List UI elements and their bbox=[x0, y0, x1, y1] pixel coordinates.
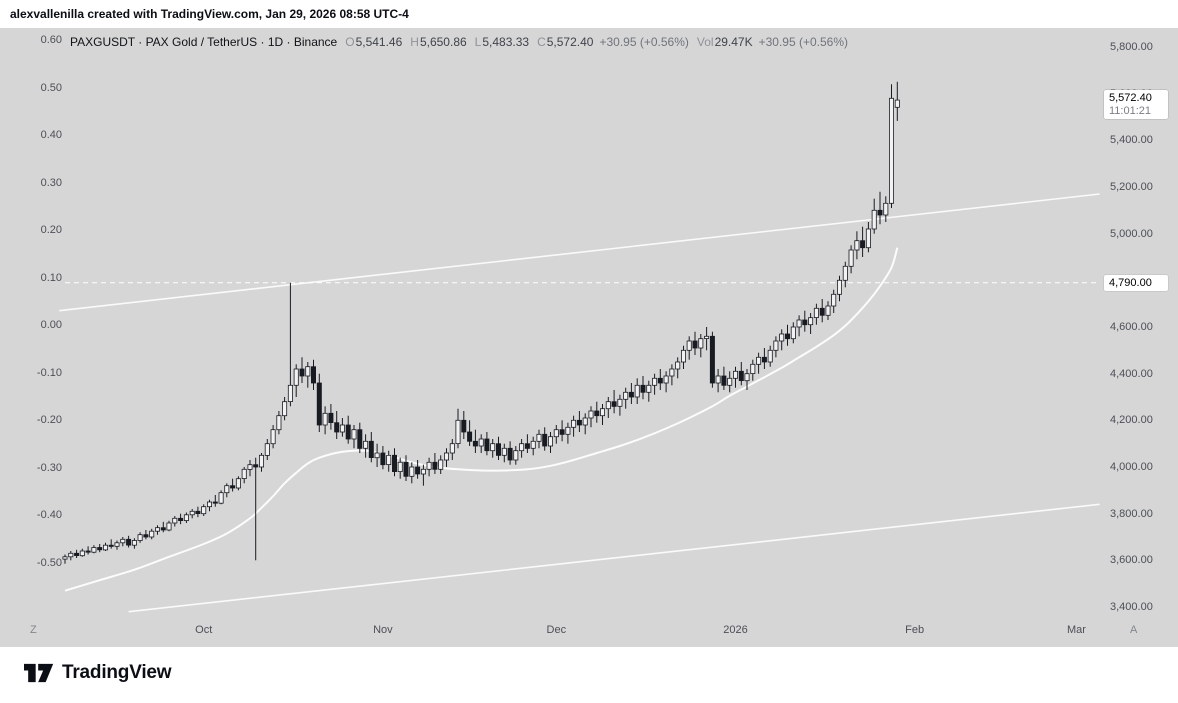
ohlc-value: 5,650.86 bbox=[419, 35, 467, 49]
volume-label: Vol bbox=[696, 35, 714, 49]
left-scale-tick: 0.60 bbox=[40, 34, 62, 46]
left-scale-tick: 0.10 bbox=[40, 271, 62, 284]
ohlc-letter: C bbox=[537, 35, 546, 49]
volume-change: +30.95 (+0.56%) bbox=[758, 35, 849, 49]
right-scale-tick: 4,000.00 bbox=[1110, 461, 1153, 473]
right-scale-tick: 3,800.00 bbox=[1110, 507, 1153, 520]
right-scale-tick: 3,600.00 bbox=[1110, 554, 1153, 567]
last-price-value: 5,572.40 bbox=[1109, 92, 1152, 105]
ohlc-value: 5,483.33 bbox=[482, 35, 530, 49]
attribution-banner: alexvallenilla created with TradingView.… bbox=[0, 0, 1178, 28]
right-scale-tick: 4,600.00 bbox=[1110, 321, 1153, 333]
time-scale-tick: Feb bbox=[905, 624, 925, 636]
time-scale-tick: Mar bbox=[1067, 624, 1086, 636]
ohlc-letter: H bbox=[410, 35, 419, 49]
attribution-text: alexvallenilla created with TradingView.… bbox=[10, 7, 409, 21]
timezone-button[interactable]: Z bbox=[30, 624, 37, 636]
tradingview-wordmark: TradingView bbox=[62, 662, 172, 683]
ohlc-letter: O bbox=[345, 35, 355, 49]
right-scale-tick: 5,200.00 bbox=[1110, 181, 1153, 193]
footer: TradingView bbox=[0, 647, 1178, 703]
left-scale-tick: -0.30 bbox=[36, 461, 62, 474]
right-scale-tick: 5,400.00 bbox=[1110, 134, 1153, 147]
ohlc-readout: O5,541.46 H5,650.86 L5,483.33 C5,572.40 +30.… bbox=[337, 35, 848, 49]
symbol-title: PAXGUSDT · PAX Gold / TetherUS · 1D · Bi… bbox=[70, 35, 338, 49]
left-scale-tick: -0.10 bbox=[36, 366, 62, 379]
volume-value: 29.47K bbox=[714, 35, 753, 49]
left-scale-tick: 0.40 bbox=[40, 129, 62, 141]
change-value: +30.95 (+0.56%) bbox=[599, 35, 689, 49]
left-scale-tick: 0.00 bbox=[40, 319, 62, 331]
time-scale-tick: Oct bbox=[195, 624, 213, 636]
auto-scale-button[interactable]: A bbox=[1130, 624, 1138, 636]
ohlc-value: 5,572.40 bbox=[546, 35, 594, 49]
bar-countdown: 11:01:21 bbox=[1109, 105, 1152, 118]
ohlc-value: 5,541.46 bbox=[355, 35, 403, 49]
price-line-label: 4,790.00 bbox=[1104, 274, 1168, 291]
time-scale-tick: Dec bbox=[546, 624, 567, 636]
time-scale-tick: 2026 bbox=[723, 624, 748, 636]
left-scale-tick: 0.20 bbox=[40, 224, 62, 236]
left-scale-tick: -0.20 bbox=[36, 414, 62, 426]
left-scale-tick: -0.40 bbox=[36, 509, 62, 521]
right-scale-tick: 5,000.00 bbox=[1110, 227, 1153, 240]
chart-canvas[interactable] bbox=[0, 28, 1178, 647]
tradingview-mark-icon bbox=[24, 663, 54, 683]
left-scale-tick: 0.30 bbox=[40, 176, 62, 189]
chart-legend: PAXGUSDT · PAX Gold / TetherUS · 1D · Bi… bbox=[70, 35, 848, 49]
tradingview-logo[interactable]: TradingView bbox=[24, 661, 172, 685]
right-scale-tick: 5,800.00 bbox=[1110, 41, 1153, 53]
ohlc-letter: L bbox=[474, 35, 482, 49]
left-scale-tick: -0.50 bbox=[36, 556, 62, 569]
left-scale-tick: 0.50 bbox=[40, 81, 62, 94]
time-scale-tick: Nov bbox=[373, 624, 393, 636]
right-scale-tick: 4,200.00 bbox=[1110, 414, 1153, 427]
right-scale-tick: 3,400.00 bbox=[1110, 601, 1153, 613]
right-scale-tick: 4,400.00 bbox=[1110, 367, 1153, 380]
last-price-label: 5,572.40 11:01:21 bbox=[1104, 90, 1168, 120]
